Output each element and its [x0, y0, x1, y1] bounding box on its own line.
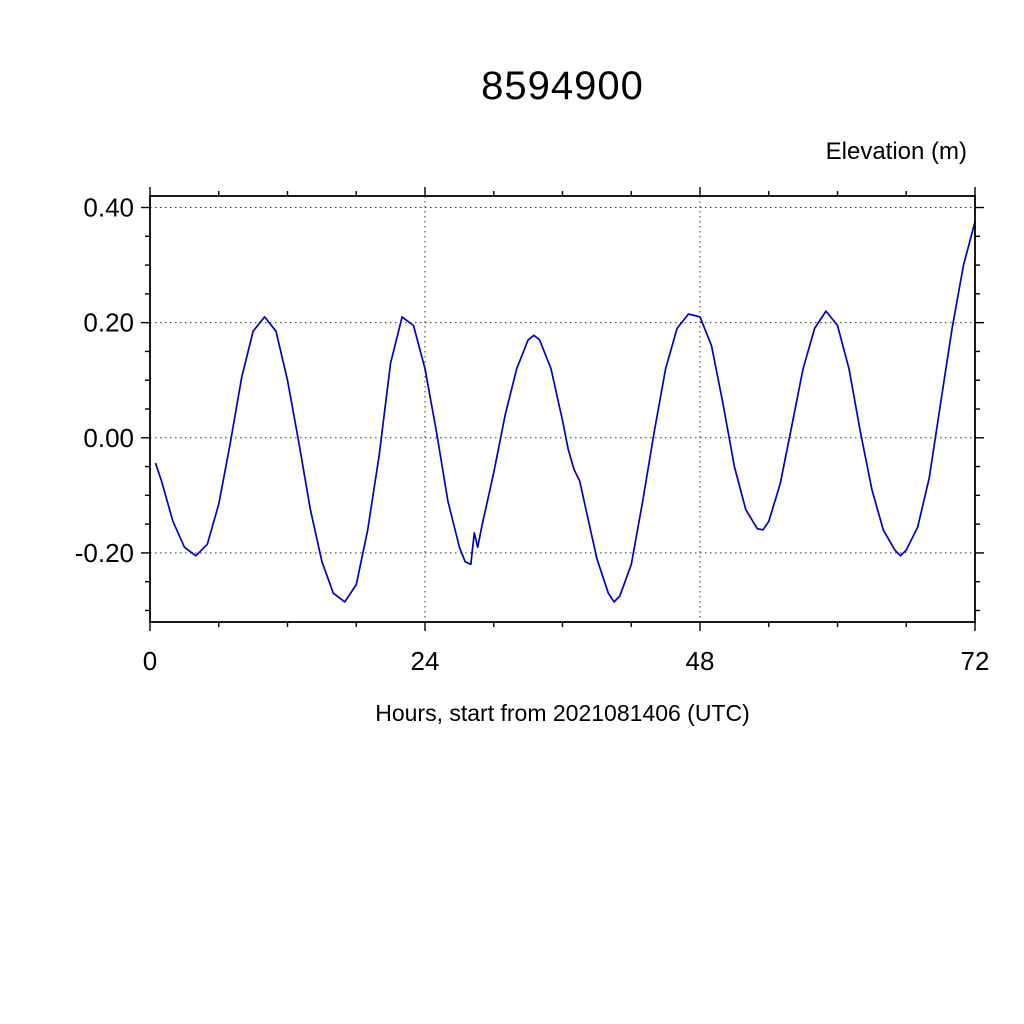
elevation-line [154, 221, 976, 603]
x-axis-label: Hours, start from 2021081406 (UTC) [375, 700, 750, 726]
gridlines [150, 196, 975, 622]
x-tick-label: 0 [143, 646, 157, 676]
y-axis-label: Elevation (m) [825, 138, 967, 165]
chart-title: 8594900 [481, 64, 644, 108]
tick-labels: 0 24 48 72 -0.20 0.00 0.20 0.40 [75, 193, 990, 676]
x-tick-label: 72 [961, 646, 990, 676]
y-tick-label: 0.00 [83, 423, 134, 453]
x-tick-label: 24 [411, 646, 440, 676]
plot-border [149, 195, 976, 623]
y-tick-label: 0.20 [83, 308, 134, 338]
axis-ticks [141, 187, 984, 631]
y-tick-label: 0.40 [83, 193, 134, 223]
y-tick-label: -0.20 [75, 538, 134, 568]
x-tick-label: 48 [686, 646, 715, 676]
